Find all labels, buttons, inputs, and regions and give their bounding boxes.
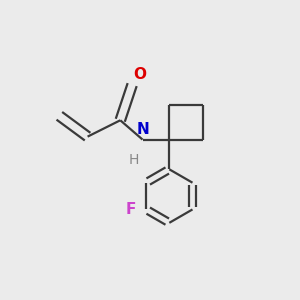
Text: H: H xyxy=(129,153,140,167)
Text: O: O xyxy=(134,67,147,82)
Text: N: N xyxy=(136,122,149,137)
Text: F: F xyxy=(125,202,136,217)
